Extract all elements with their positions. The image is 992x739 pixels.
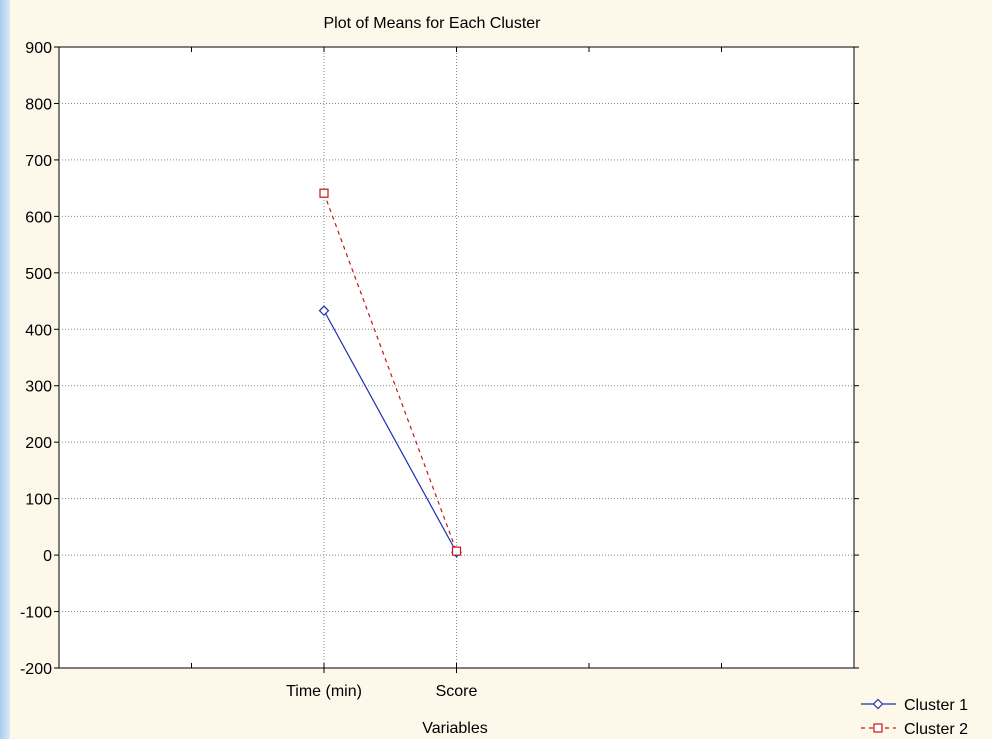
data-point-cluster-2 <box>319 188 329 198</box>
legend-marker-cluster-2 <box>873 723 883 733</box>
y-tick-label: 700 <box>25 153 52 170</box>
y-tick-label: 600 <box>25 209 52 226</box>
chart-title: Plot of Means for Each Cluster <box>324 15 542 32</box>
series-lines <box>323 193 458 553</box>
y-tick-label: 400 <box>25 322 52 339</box>
series-line-cluster-1 <box>323 310 458 553</box>
y-tick-label: 800 <box>25 96 52 113</box>
x-tick-label: Time (min) <box>286 683 362 700</box>
x-tick-labels: Time (min) Score <box>286 683 477 700</box>
y-tick-label: 500 <box>25 266 52 283</box>
data-point-cluster-2 <box>451 546 462 556</box>
y-tick-label: 200 <box>25 435 52 452</box>
legend-marker-cluster-1 <box>872 698 884 710</box>
left-edge-decoration <box>0 0 10 739</box>
legend-item-cluster-2: Cluster 2 <box>861 721 968 738</box>
y-tick-label: 0 <box>43 548 52 565</box>
legend: Cluster 1 Cluster 2 <box>861 697 968 738</box>
x-axis-label: Variables <box>422 720 488 737</box>
y-tick-labels: 900 800 700 600 500 400 300 200 100 0 -100 -200 <box>20 40 52 678</box>
plot-area <box>58 46 855 669</box>
data-point-cluster-1 <box>318 305 330 316</box>
legend-label-cluster-2: Cluster 2 <box>904 721 968 738</box>
y-tick-label: 100 <box>25 492 52 509</box>
axis-ticks <box>54 46 859 673</box>
y-tick-label: -200 <box>20 661 52 678</box>
legend-label-cluster-1: Cluster 1 <box>904 697 968 714</box>
y-tick-label: 300 <box>25 379 52 396</box>
y-tick-label: -100 <box>20 605 52 622</box>
series-markers <box>318 188 462 558</box>
legend-item-cluster-1: Cluster 1 <box>861 697 968 714</box>
grid-lines <box>59 47 854 668</box>
x-tick-label: Score <box>436 683 478 700</box>
y-tick-label: 900 <box>25 40 52 57</box>
